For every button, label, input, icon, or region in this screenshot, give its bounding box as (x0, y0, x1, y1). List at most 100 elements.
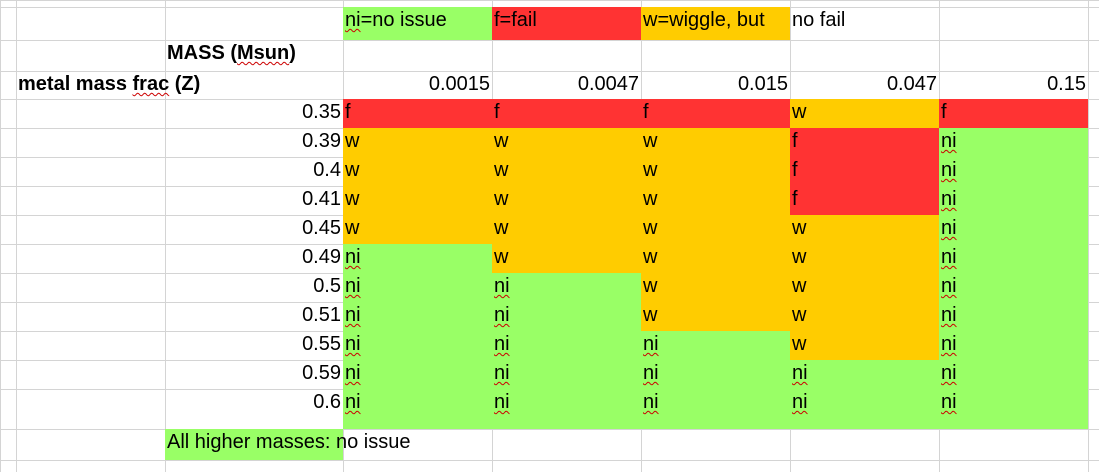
result-code: f (792, 130, 798, 152)
result-cell-fill (492, 273, 641, 302)
result-cell[interactable]: f (343, 99, 492, 128)
result-code: w (345, 217, 360, 239)
result-cell[interactable]: ni (492, 331, 641, 360)
result-cell[interactable]: w (790, 302, 939, 331)
result-cell[interactable]: w (641, 244, 790, 273)
z-value-cell[interactable]: 0.015 (641, 71, 790, 99)
result-cell[interactable]: w (492, 186, 641, 215)
result-cell[interactable]: ni (939, 273, 1088, 302)
result-cell-fill (492, 99, 641, 128)
result-cell[interactable]: ni (939, 157, 1088, 186)
mass-row-label[interactable]: 0.5 (165, 273, 343, 302)
mass-row-label[interactable]: 0.35 (165, 99, 343, 128)
result-cell[interactable]: f (641, 99, 790, 128)
result-cell[interactable]: w (641, 157, 790, 186)
result-cell[interactable]: w (343, 128, 492, 157)
result-cell[interactable]: ni (492, 302, 641, 331)
result-cell[interactable]: ni (939, 215, 1088, 244)
result-cell[interactable]: w (492, 157, 641, 186)
mass-row-label[interactable]: 0.51 (165, 302, 343, 331)
legend-no-issue-abbr: ni (345, 9, 361, 31)
result-cell[interactable]: w (790, 244, 939, 273)
result-cell[interactable]: ni (939, 331, 1088, 360)
result-cell[interactable]: ni (939, 128, 1088, 157)
mass-value: 0.59 (302, 362, 341, 384)
mass-row-label[interactable]: 0.59 (165, 360, 343, 389)
result-code: w (643, 275, 658, 297)
mass-header-post: ) (289, 42, 296, 64)
z-header-cell[interactable]: metal mass frac (Z) (16, 71, 336, 99)
mass-row-label[interactable]: 0.6 (165, 389, 343, 418)
z-value-cell[interactable]: 0.15 (939, 71, 1088, 99)
result-cell[interactable]: w (641, 128, 790, 157)
mass-row-label[interactable]: 0.49 (165, 244, 343, 273)
result-cell[interactable]: ni (343, 360, 492, 389)
result-code: w (345, 130, 360, 152)
result-cell-fill (641, 99, 790, 128)
result-cell[interactable]: ni (492, 389, 641, 429)
mass-row-label[interactable]: 0.45 (165, 215, 343, 244)
result-cell[interactable]: ni (343, 302, 492, 331)
result-code: f (792, 188, 798, 210)
result-cell-fill (790, 99, 939, 128)
result-cell[interactable]: ni (790, 360, 939, 389)
result-cell[interactable]: w (790, 99, 939, 128)
result-cell-fill (790, 273, 939, 302)
result-cell[interactable]: f (790, 157, 939, 186)
legend-fail-fill (492, 7, 641, 40)
result-cell[interactable]: w (492, 244, 641, 273)
result-cell[interactable]: w (641, 215, 790, 244)
z-value-cell[interactable]: 0.047 (790, 71, 939, 99)
z-value-cell[interactable]: 0.0015 (343, 71, 492, 99)
z-value-cell[interactable]: 0.0047 (492, 71, 641, 99)
row-gridline (0, 71, 1099, 72)
result-cell[interactable]: ni (790, 389, 939, 429)
result-cell[interactable]: ni (939, 244, 1088, 273)
legend-wiggle-cont-cell[interactable]: no fail (790, 7, 939, 37)
mass-header-cell[interactable]: MASS (Msun) (165, 40, 343, 68)
result-cell[interactable]: w (343, 186, 492, 215)
result-cell[interactable]: ni (492, 273, 641, 302)
legend-wiggle-cell[interactable]: w=wiggle, but (641, 7, 790, 37)
result-cell[interactable]: ni (641, 331, 790, 360)
footer-note-cell[interactable]: All higher masses: no issue (165, 429, 410, 460)
result-cell[interactable]: w (492, 215, 641, 244)
result-cell[interactable]: w (790, 273, 939, 302)
result-cell[interactable]: ni (343, 389, 492, 429)
result-cell[interactable]: w (790, 331, 939, 360)
result-cell[interactable]: ni (939, 186, 1088, 215)
mass-row-label[interactable]: 0.41 (165, 186, 343, 215)
result-cell[interactable]: ni (939, 360, 1088, 389)
result-cell[interactable]: f (790, 128, 939, 157)
mass-row-label[interactable]: 0.55 (165, 331, 343, 360)
result-cell[interactable]: w (343, 215, 492, 244)
result-cell[interactable]: ni (343, 331, 492, 360)
result-cell[interactable]: w (641, 273, 790, 302)
result-cell[interactable]: ni (641, 389, 790, 429)
result-cell[interactable]: ni (641, 360, 790, 389)
mass-row-label[interactable]: 0.39 (165, 128, 343, 157)
result-cell[interactable]: w (790, 215, 939, 244)
result-cell[interactable]: f (492, 99, 641, 128)
result-cell[interactable]: ni (939, 389, 1088, 429)
result-code: f (643, 101, 649, 123)
result-cell-fill (790, 157, 939, 186)
result-cell[interactable]: w (641, 186, 790, 215)
mass-row-label[interactable]: 0.4 (165, 157, 343, 186)
result-cell[interactable]: ni (343, 244, 492, 273)
result-cell[interactable]: w (641, 302, 790, 331)
result-code: w (345, 159, 360, 181)
result-cell-fill (790, 244, 939, 273)
legend-fail-cell[interactable]: f=fail (492, 7, 641, 37)
result-cell[interactable]: ni (939, 302, 1088, 331)
result-cell[interactable]: ni (343, 273, 492, 302)
result-cell[interactable]: w (343, 157, 492, 186)
result-cell[interactable]: w (492, 128, 641, 157)
legend-no-issue-cell[interactable]: ni=no issue (343, 7, 492, 37)
result-cell[interactable]: f (939, 99, 1088, 128)
result-cell[interactable]: f (790, 186, 939, 215)
result-cell-fill (641, 215, 790, 244)
result-cell[interactable]: ni (492, 360, 641, 389)
result-cell-fill (939, 128, 1088, 157)
